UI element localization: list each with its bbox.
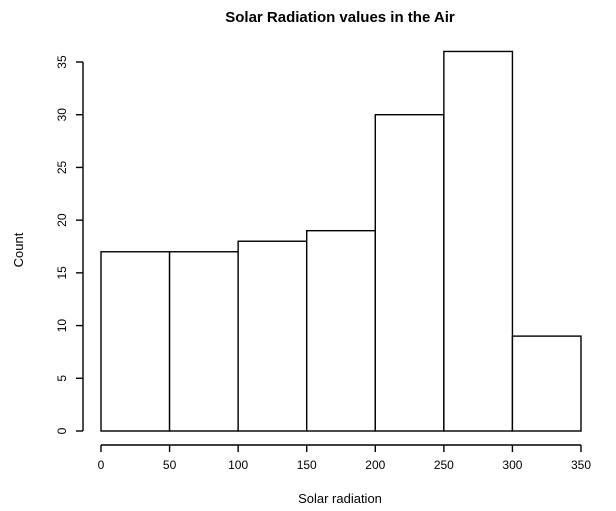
y-tick-label: 15 [55, 266, 69, 280]
y-tick-label: 0 [55, 427, 69, 434]
x-tick-label: 200 [365, 458, 385, 472]
y-tick-label: 20 [55, 213, 69, 227]
x-tick-label: 250 [434, 458, 454, 472]
histogram-bar [100, 251, 171, 432]
x-tick-label: 350 [571, 458, 591, 472]
y-tick-label: 35 [55, 55, 69, 69]
histogram-bar [443, 50, 514, 432]
y-axis: 0 5 10 15 20 25 30 35 [55, 55, 84, 434]
x-axis-label: Solar radiation [298, 491, 382, 506]
histogram-bar [168, 251, 239, 432]
y-tick-label: 30 [55, 108, 69, 122]
y-tick-label: 10 [55, 319, 69, 333]
y-tick-label: 5 [55, 375, 69, 382]
x-tick-label: 300 [502, 458, 522, 472]
histogram-bar [374, 114, 445, 432]
x-tick-label: 100 [228, 458, 248, 472]
histogram-bar [237, 240, 308, 432]
y-tick-label: 25 [55, 160, 69, 174]
x-tick-label: 50 [163, 458, 177, 472]
y-axis-label: Count [11, 232, 26, 267]
chart-title: Solar Radiation values in the Air [225, 9, 455, 26]
histogram-bar [306, 229, 376, 432]
x-tick-label: 150 [297, 458, 317, 472]
x-axis: 0 50 100 150 200 250 300 350 [98, 444, 591, 472]
histogram-bar [511, 335, 582, 432]
x-tick-label: 0 [98, 458, 105, 472]
bars-group [100, 50, 582, 432]
